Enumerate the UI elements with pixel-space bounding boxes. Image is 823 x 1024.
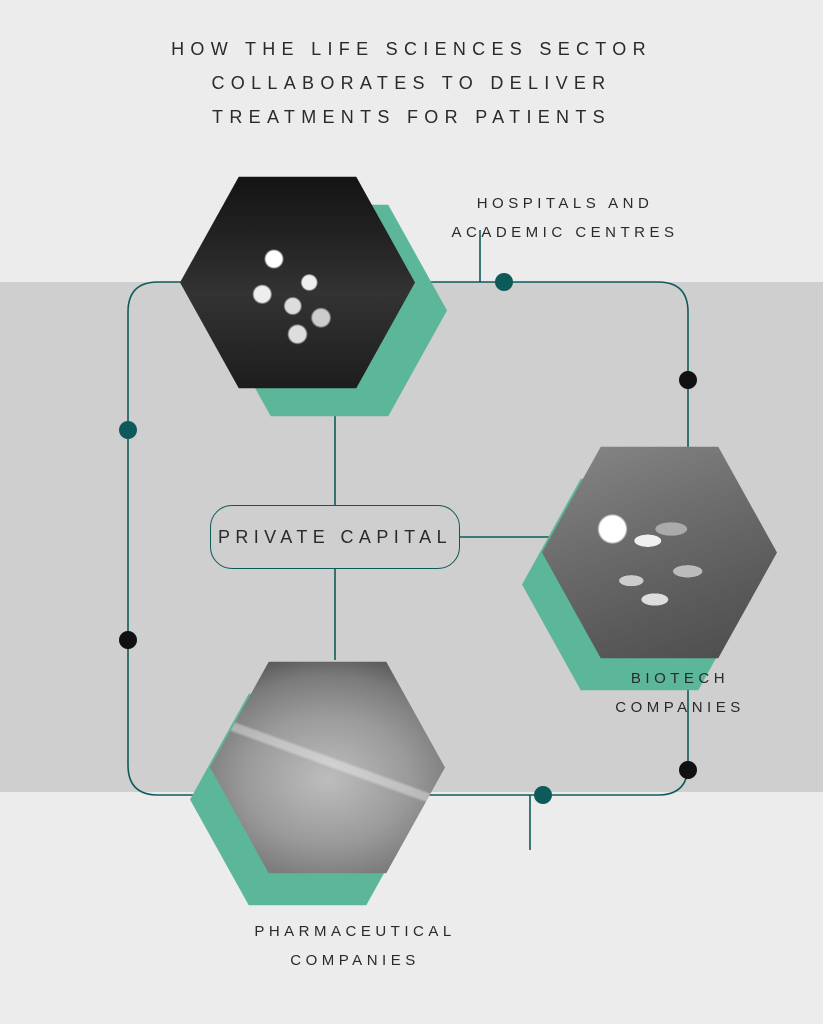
- node-dot: [679, 761, 697, 779]
- private-capital-label: PRIVATE CAPITAL: [218, 527, 452, 548]
- label-hospitals: HOSPITALS AND ACADEMIC CENTRES: [405, 190, 725, 247]
- title-line: HOW THE LIFE SCIENCES SECTOR: [171, 39, 652, 59]
- node-dot: [119, 631, 137, 649]
- label-line: HOSPITALS AND: [477, 195, 654, 212]
- page-title: HOW THE LIFE SCIENCES SECTOR COLLABORATES…: [0, 32, 823, 135]
- label-pharma: PHARMACEUTICAL COMPANIES: [195, 918, 515, 975]
- label-line: ACADEMIC CENTRES: [451, 224, 678, 241]
- node-dot: [495, 273, 513, 291]
- label-line: PHARMACEUTICAL: [254, 923, 455, 940]
- private-capital-box: PRIVATE CAPITAL: [210, 505, 460, 569]
- infographic-stage: PRIVATE CAPITAL HOW THE LIFE SCIENCES SE…: [0, 0, 823, 1024]
- label-line: COMPANIES: [615, 699, 744, 716]
- label-biotech: BIOTECH COMPANIES: [560, 665, 800, 722]
- label-line: BIOTECH: [631, 670, 729, 687]
- node-dot: [534, 786, 552, 804]
- label-line: COMPANIES: [290, 952, 419, 969]
- title-line: TREATMENTS FOR PATIENTS: [212, 107, 611, 127]
- title-line: COLLABORATES TO DELIVER: [212, 73, 612, 93]
- node-dot: [119, 421, 137, 439]
- node-dot: [679, 371, 697, 389]
